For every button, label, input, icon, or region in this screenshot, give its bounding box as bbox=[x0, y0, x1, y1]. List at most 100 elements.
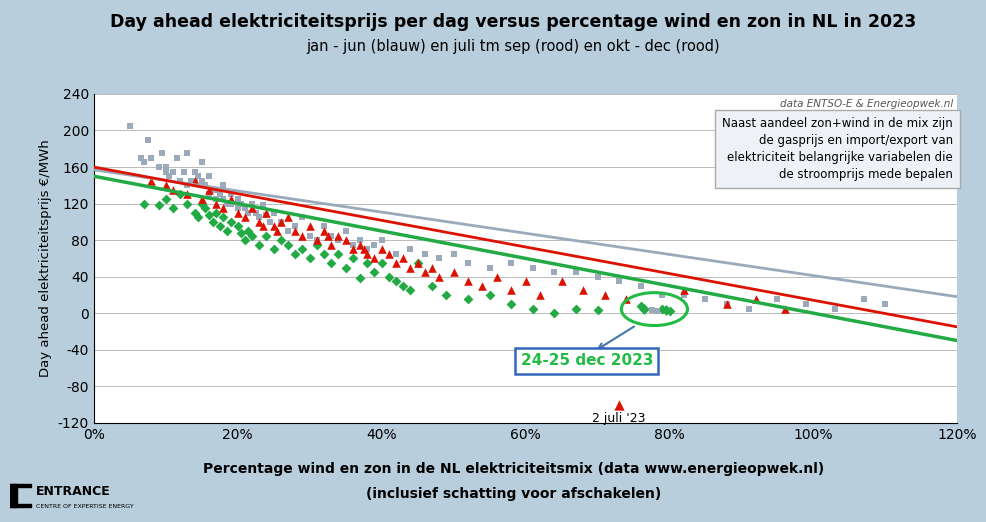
Point bbox=[254, 201, 270, 209]
Point bbox=[503, 300, 519, 308]
Point bbox=[244, 231, 259, 240]
Text: jan - jun (blauw) en juli tm sep (rood) en okt - dec (rood): jan - jun (blauw) en juli tm sep (rood) … bbox=[306, 39, 720, 54]
Point bbox=[546, 268, 562, 276]
Point bbox=[316, 227, 331, 235]
Text: (inclusief schatting voor afschakelen): (inclusief schatting voor afschakelen) bbox=[365, 487, 661, 501]
Point bbox=[345, 241, 361, 249]
Point bbox=[719, 300, 735, 308]
Point bbox=[648, 307, 664, 315]
Point bbox=[136, 158, 152, 167]
Text: data ENTSO-E & Energieopwek.nl: data ENTSO-E & Energieopwek.nl bbox=[779, 99, 952, 109]
Point bbox=[459, 259, 475, 267]
Point bbox=[165, 186, 180, 194]
Point bbox=[165, 204, 180, 212]
Point bbox=[589, 306, 604, 315]
Point bbox=[525, 304, 540, 313]
Point bbox=[610, 277, 626, 286]
Point bbox=[223, 195, 239, 203]
Point bbox=[247, 208, 263, 217]
Point bbox=[208, 186, 224, 194]
Point bbox=[212, 222, 228, 231]
Point bbox=[186, 176, 202, 185]
Point bbox=[273, 236, 289, 244]
Point bbox=[186, 176, 202, 185]
Point bbox=[697, 295, 713, 304]
Point bbox=[294, 213, 310, 221]
Point bbox=[387, 277, 403, 286]
Point bbox=[337, 227, 353, 235]
Point bbox=[172, 191, 187, 199]
Point bbox=[309, 236, 324, 244]
Point bbox=[575, 286, 591, 294]
Point bbox=[143, 153, 159, 162]
Point bbox=[330, 236, 346, 244]
Point bbox=[309, 236, 324, 244]
Point bbox=[219, 227, 235, 235]
Point bbox=[241, 208, 256, 217]
Point bbox=[294, 231, 310, 240]
Point bbox=[431, 272, 447, 281]
Text: Day ahead elektriciteitsprijs per dag versus percentage wind en zon in NL in 202: Day ahead elektriciteitsprijs per dag ve… bbox=[110, 13, 915, 31]
Point bbox=[632, 302, 648, 310]
Point bbox=[158, 168, 174, 176]
Point bbox=[446, 268, 461, 276]
Point bbox=[237, 236, 252, 244]
Point bbox=[459, 277, 475, 286]
Point bbox=[219, 199, 235, 208]
Point bbox=[121, 122, 137, 130]
Point bbox=[273, 218, 289, 226]
Point bbox=[140, 136, 156, 144]
Point bbox=[366, 241, 382, 249]
Point bbox=[273, 218, 289, 226]
Point bbox=[190, 213, 206, 221]
Point bbox=[636, 304, 652, 313]
Y-axis label: Day ahead elektriciteitsprijs €/MWh: Day ahead elektriciteitsprijs €/MWh bbox=[39, 139, 52, 377]
Point bbox=[323, 231, 339, 240]
Point bbox=[675, 286, 691, 294]
Point bbox=[374, 245, 389, 254]
Point bbox=[215, 181, 231, 189]
Point bbox=[395, 254, 411, 263]
Point bbox=[197, 181, 213, 189]
Point bbox=[280, 241, 296, 249]
Point bbox=[294, 245, 310, 254]
Point bbox=[517, 277, 532, 286]
Point bbox=[409, 259, 425, 267]
Point bbox=[395, 282, 411, 290]
Point bbox=[230, 222, 246, 231]
Point bbox=[424, 282, 440, 290]
Point bbox=[302, 231, 317, 240]
Point bbox=[525, 263, 540, 271]
Point bbox=[158, 181, 174, 189]
Point bbox=[503, 286, 519, 294]
Point bbox=[330, 231, 346, 240]
Point bbox=[438, 291, 454, 299]
Point bbox=[230, 208, 246, 217]
Point bbox=[287, 222, 303, 231]
Point bbox=[366, 268, 382, 276]
Point bbox=[258, 210, 274, 219]
Point bbox=[366, 254, 382, 263]
Point bbox=[251, 241, 267, 249]
Point bbox=[251, 213, 267, 221]
Point bbox=[316, 250, 331, 258]
Point bbox=[233, 199, 248, 208]
Point bbox=[316, 222, 331, 231]
Point bbox=[531, 291, 547, 299]
Point bbox=[179, 199, 195, 208]
Point bbox=[287, 250, 303, 258]
Point bbox=[204, 218, 220, 226]
Point bbox=[374, 236, 389, 244]
Point bbox=[359, 250, 375, 258]
Point bbox=[381, 250, 396, 258]
Point bbox=[230, 204, 246, 212]
Point bbox=[172, 176, 187, 185]
Point bbox=[237, 213, 252, 221]
Text: 24-25 dec 2023: 24-25 dec 2023 bbox=[520, 353, 653, 368]
Text: CENTRE OF EXPERTISE ENERGY: CENTRE OF EXPERTISE ENERGY bbox=[35, 504, 133, 508]
Point bbox=[345, 245, 361, 254]
Bar bbox=[10, 484, 17, 507]
Point bbox=[265, 222, 281, 231]
Point bbox=[402, 286, 418, 294]
Point bbox=[481, 263, 497, 271]
